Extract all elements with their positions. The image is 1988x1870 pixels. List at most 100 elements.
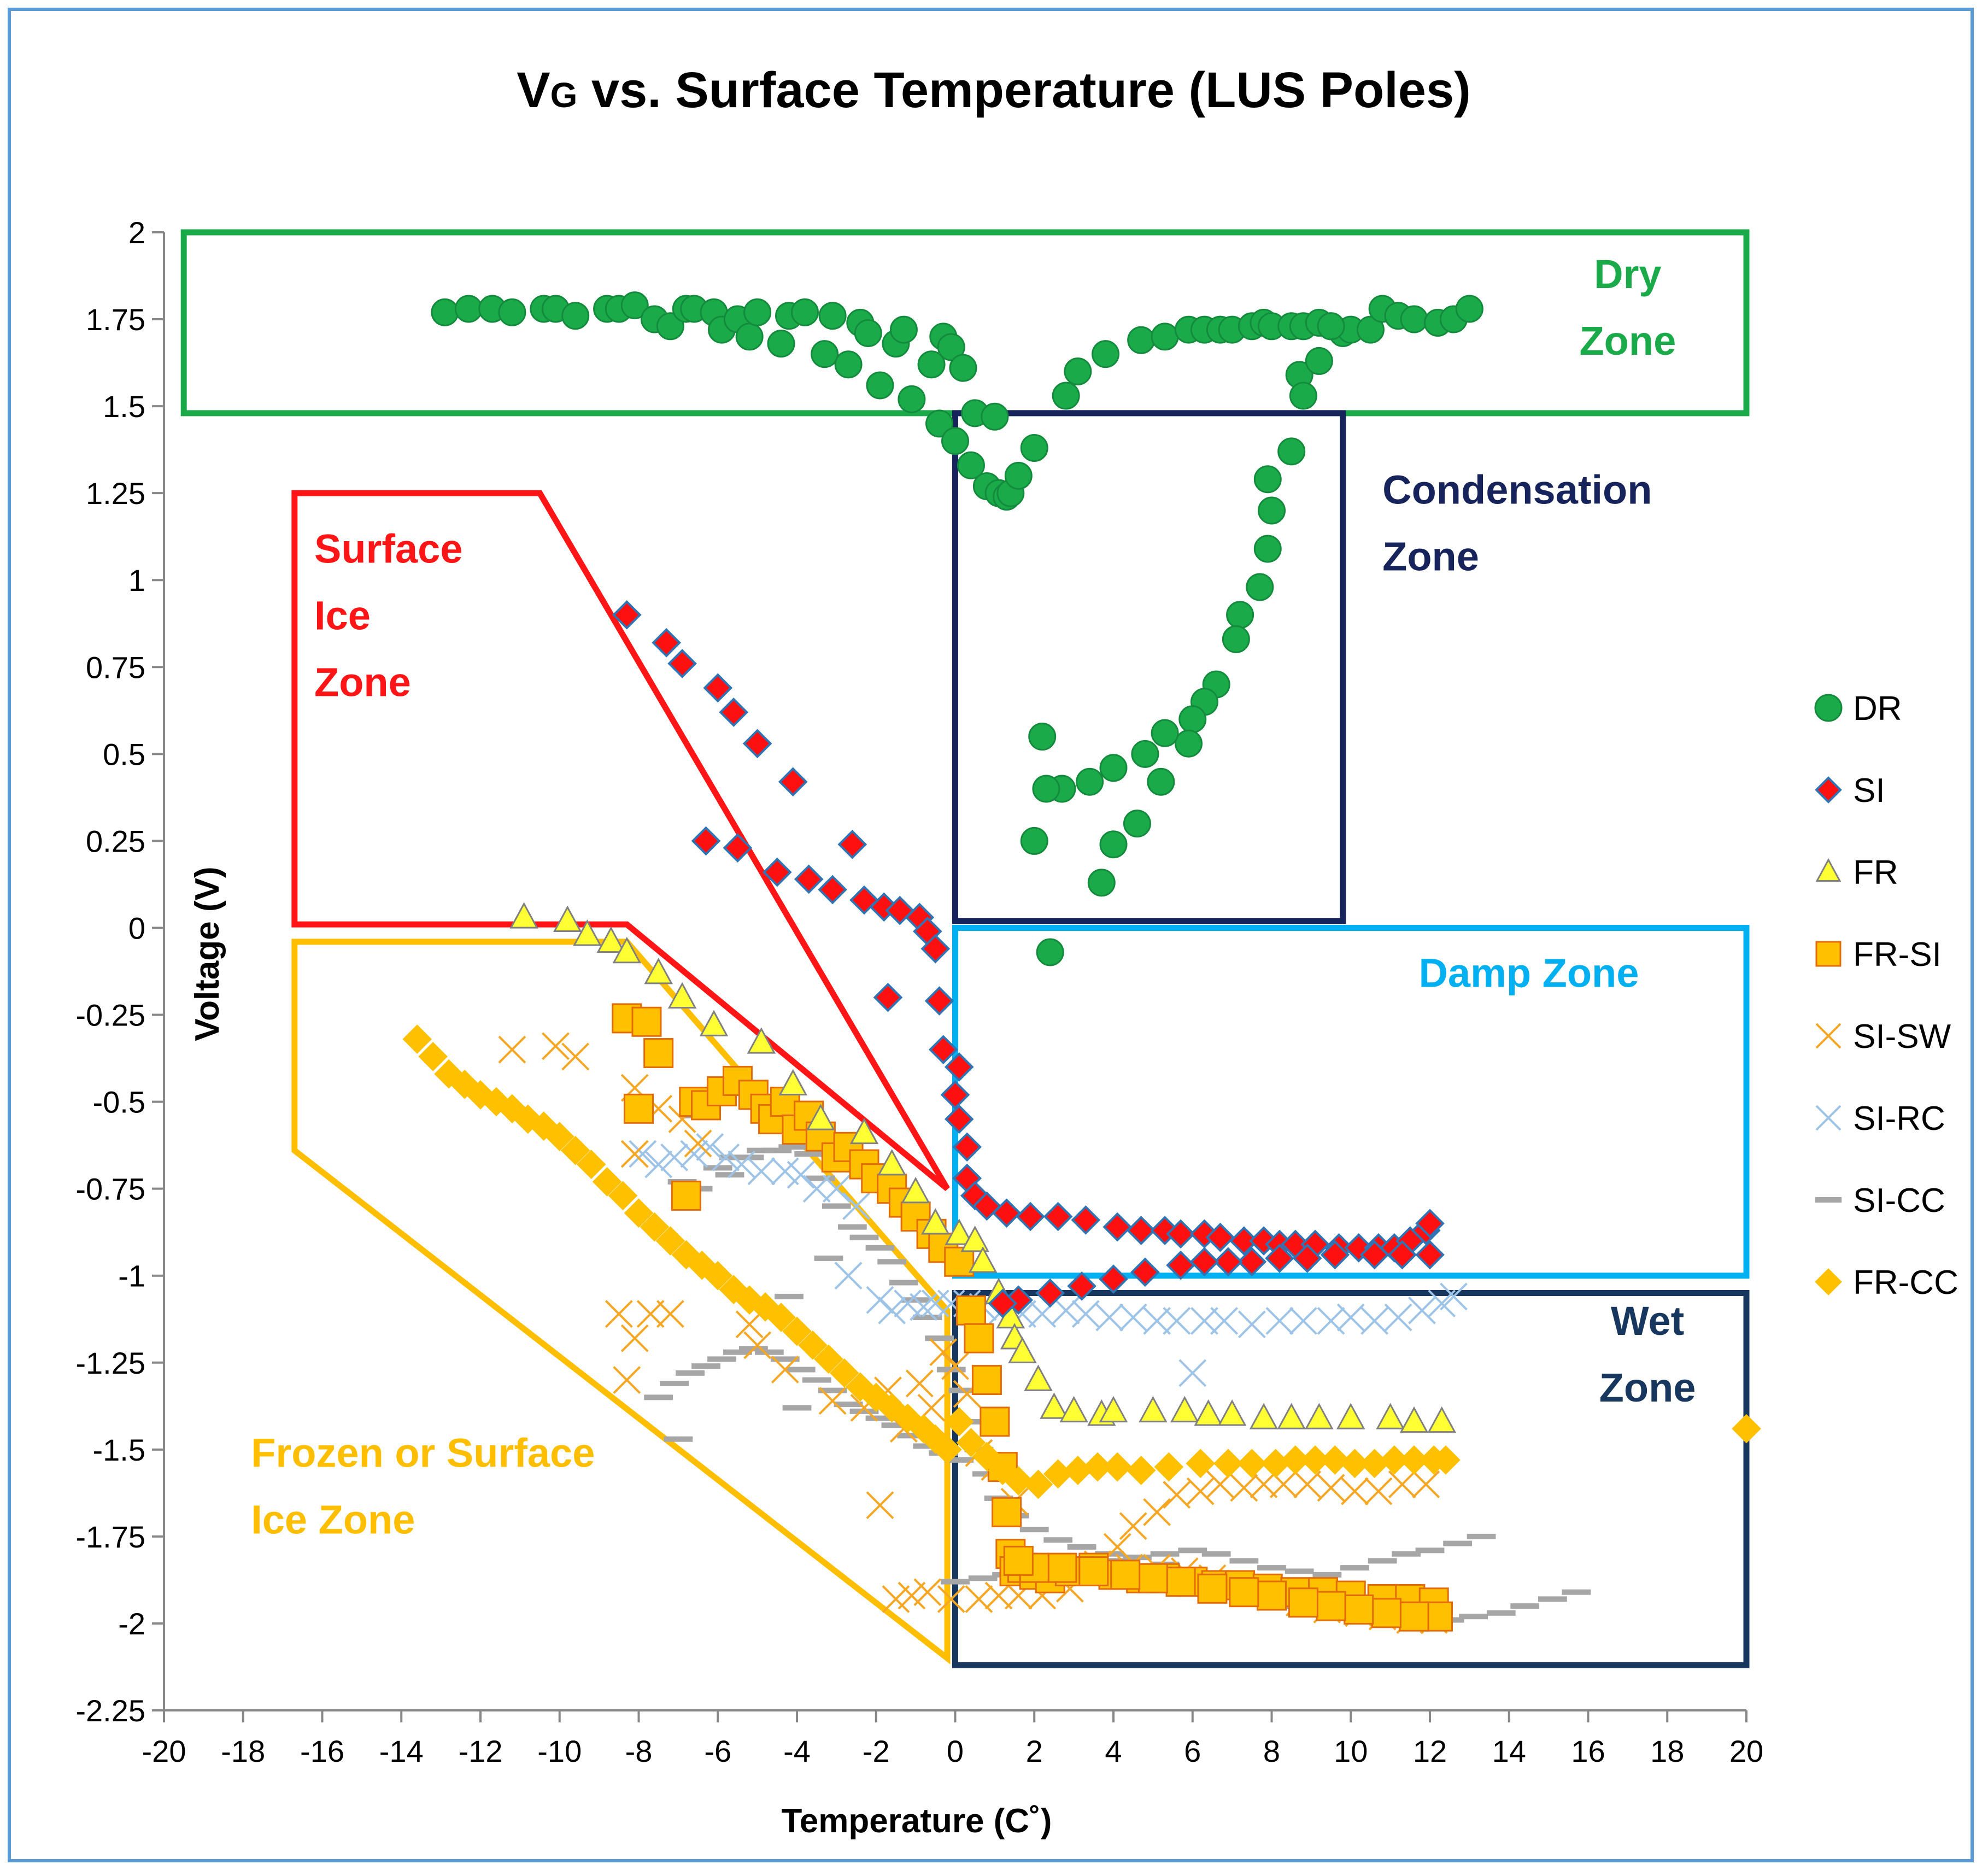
frozen-or-surface-ice-zone-outline	[291, 939, 951, 1664]
point-si-cc	[941, 1579, 970, 1585]
point-fr-cc	[703, 1261, 733, 1291]
point-dr	[1064, 357, 1092, 385]
point-si-rc	[629, 1140, 657, 1168]
point-si-cc	[1257, 1565, 1286, 1571]
dry-zone-label: Dry Zone	[1579, 251, 1676, 364]
x-tick-label: -14	[379, 1734, 424, 1768]
condensation-zone-label: Condensation Zone	[1382, 467, 1652, 579]
chart-title: VG vs. Surface Temperature (LUS Poles)	[517, 62, 1471, 118]
y-tick-label: 1	[128, 563, 145, 597]
point-si-sw	[929, 1338, 958, 1367]
point-fr	[1376, 1403, 1405, 1429]
point-fr	[1305, 1403, 1334, 1429]
x-tick-label: -18	[221, 1734, 265, 1768]
point-si	[1292, 1244, 1322, 1273]
point-si-sw	[636, 1300, 665, 1328]
point-si	[1166, 1219, 1195, 1249]
y-tick-label: 0	[128, 911, 145, 945]
x-axis-label: Temperature (C˚)	[782, 1802, 1052, 1840]
point-dr	[1004, 461, 1033, 490]
axes: 2 1.75 1.5 1.25 1 0.75 0.5 0.25 0 -0.25 -0.5 -0.75 -…	[75, 215, 1763, 1768]
point-fr-cc	[1340, 1449, 1370, 1479]
point-si-sw	[866, 1491, 894, 1520]
point-si-sw	[1364, 1477, 1393, 1505]
point-si	[1320, 1240, 1350, 1270]
point-si-cc	[763, 1147, 792, 1153]
frozen-or-surface-ice-zone-label-line: Ice Zone	[251, 1497, 415, 1543]
point-si-cc	[1415, 1547, 1445, 1554]
point-dr	[1253, 535, 1282, 563]
point-fr-cc	[624, 1198, 654, 1228]
x-tick-label: 6	[1184, 1734, 1201, 1768]
point-si	[1189, 1247, 1219, 1277]
zones	[180, 229, 1750, 1668]
point-si	[778, 767, 808, 797]
x-tick-label: 8	[1263, 1734, 1280, 1768]
point-fr-cc	[560, 1135, 590, 1165]
y-tick-label: -0.25	[75, 998, 145, 1033]
point-si-cc	[889, 1280, 918, 1286]
point-dr	[854, 319, 882, 348]
point-fr	[1008, 1336, 1037, 1363]
condensation-zone-label-line: Zone	[1382, 534, 1479, 579]
point-si-cc	[1459, 1614, 1488, 1620]
point-si	[1035, 1278, 1065, 1308]
point-si	[1229, 1226, 1259, 1256]
point-fr-si	[1229, 1577, 1259, 1608]
point-dr	[1020, 433, 1048, 462]
point-si	[1103, 1212, 1133, 1242]
point-dr	[498, 298, 526, 326]
point-fr-cc	[830, 1358, 859, 1388]
legend-marker-fr	[1815, 858, 1842, 882]
y-tick-label: -2	[118, 1607, 145, 1641]
x-tick-label: 2	[1026, 1734, 1043, 1768]
legend-marker-si-rc	[1815, 1105, 1842, 1131]
point-fr-si	[643, 1038, 674, 1069]
point-si	[1099, 1264, 1128, 1294]
point-si-rc	[1317, 1307, 1345, 1335]
point-si-cc	[1312, 1572, 1342, 1578]
point-si	[1071, 1205, 1101, 1235]
point-si-rc	[696, 1133, 724, 1161]
point-si	[1126, 1216, 1156, 1245]
point-si-rc	[728, 1150, 756, 1179]
condensation-zone-outline	[952, 410, 1346, 924]
point-si	[723, 833, 753, 863]
point-dr	[1246, 573, 1274, 601]
point-si-cc	[849, 1408, 879, 1414]
point-si-cc	[754, 1349, 784, 1355]
point-dr	[1092, 340, 1120, 368]
point-si-rc	[644, 1150, 673, 1179]
point-si-rc	[910, 1293, 938, 1321]
point-si	[703, 673, 733, 703]
point-fr-si	[992, 1497, 1022, 1527]
point-si-rc	[1265, 1307, 1294, 1335]
legend-label-si-cc: SI-CC	[1853, 1182, 1945, 1220]
point-dr	[1123, 810, 1151, 838]
point-si-sw	[1388, 1470, 1416, 1498]
point-si-cc	[794, 1151, 824, 1157]
chart-frame	[8, 8, 1974, 1862]
point-fr-cc	[933, 1434, 962, 1464]
point-si-rc	[1178, 1359, 1207, 1387]
point-fr-si	[1165, 1567, 1196, 1597]
dry-zone-outline	[180, 229, 1750, 417]
x-tick-label: -10	[537, 1734, 582, 1768]
point-fr-cc	[592, 1167, 622, 1197]
legend: DR SI FR FR-SI SI-SW SI-RC SI-CC FR-CC	[1814, 690, 1958, 1302]
point-dr	[941, 427, 969, 455]
point-si-cc	[1229, 1558, 1259, 1564]
series-si	[612, 600, 1445, 1318]
point-si-sw	[898, 1581, 926, 1610]
legend-marker-si	[1815, 776, 1842, 804]
damp-zone-label-line: Damp Zone	[1418, 951, 1639, 996]
point-si-rc	[771, 1157, 799, 1186]
point-si-cc	[775, 1293, 804, 1299]
point-si	[1166, 1250, 1195, 1280]
point-si-cc	[802, 1377, 831, 1383]
point-si-sw	[984, 1581, 1013, 1610]
point-si-sw	[613, 1366, 641, 1394]
point-si-sw	[913, 1578, 942, 1607]
point-si	[1043, 1201, 1073, 1232]
